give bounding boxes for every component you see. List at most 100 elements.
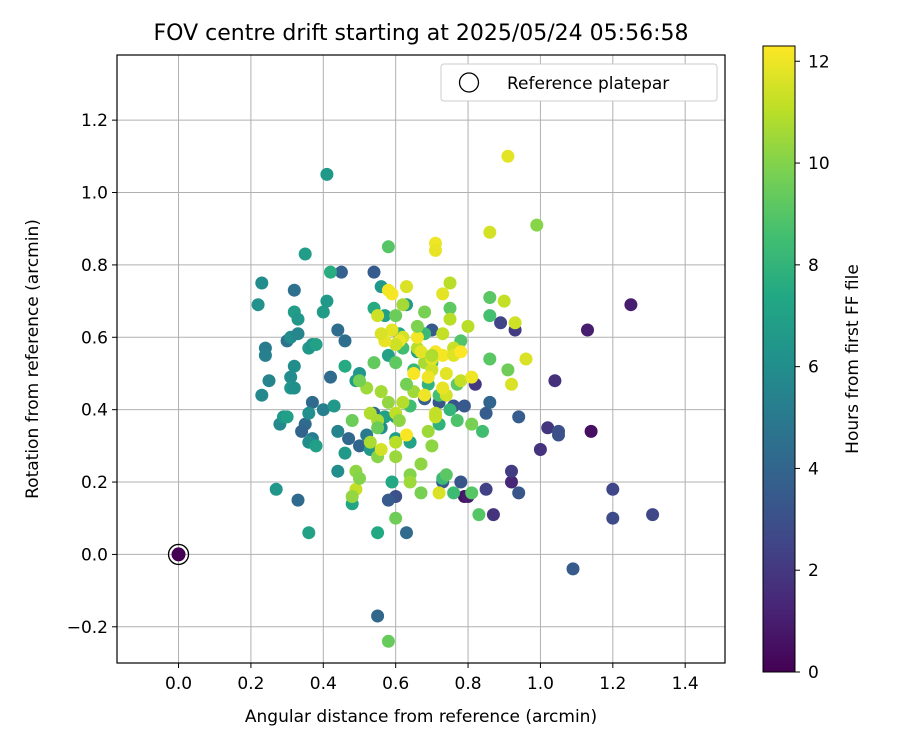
data-point	[566, 562, 580, 576]
data-point	[457, 399, 471, 413]
data-point	[508, 316, 522, 330]
data-point	[414, 486, 428, 500]
data-point	[505, 464, 518, 478]
data-point	[305, 395, 319, 409]
data-point	[251, 298, 265, 312]
data-points	[167, 149, 660, 648]
data-point	[389, 356, 403, 370]
x-tick-label: 1.4	[672, 674, 699, 694]
data-point	[309, 338, 323, 351]
colorbar-tick-label: 0	[808, 663, 819, 683]
data-point	[421, 424, 435, 438]
data-point	[331, 323, 345, 337]
data-point	[483, 309, 497, 323]
data-point	[367, 265, 381, 279]
data-point	[389, 450, 403, 464]
colorbar-tick-label: 2	[808, 561, 819, 581]
data-point	[381, 395, 395, 409]
data-point	[439, 367, 453, 380]
data-point	[454, 374, 468, 388]
data-point	[454, 345, 468, 359]
y-tick-label: 0.4	[81, 401, 108, 421]
data-point	[505, 475, 518, 489]
y-tick-label: −0.2	[67, 618, 108, 638]
data-point	[624, 298, 638, 312]
data-point	[287, 381, 301, 395]
data-point	[385, 475, 399, 489]
data-point	[439, 468, 453, 482]
data-point	[436, 381, 450, 395]
data-point	[436, 327, 450, 341]
data-point	[403, 475, 417, 489]
data-point	[465, 370, 479, 384]
data-point	[309, 439, 323, 453]
data-point	[418, 388, 432, 402]
data-point	[396, 395, 410, 409]
data-point	[501, 363, 515, 377]
data-point	[255, 388, 269, 402]
data-point	[483, 225, 497, 239]
data-point	[519, 352, 533, 366]
data-point	[320, 294, 334, 308]
data-point	[541, 421, 555, 435]
data-point	[465, 417, 479, 431]
colorbar-tick-label: 10	[808, 154, 830, 174]
reference-point	[171, 547, 186, 562]
colorbar-tick-label: 6	[808, 358, 819, 378]
legend[interactable]: Reference platepar	[440, 63, 718, 102]
data-point	[258, 348, 272, 362]
data-point	[371, 609, 385, 623]
data-point	[512, 486, 526, 500]
x-tick-label: 0.8	[455, 674, 482, 694]
y-axis-ticks: −0.2 0.0 0.2 0.4 0.6 0.8 1.0 1.2	[67, 111, 117, 638]
data-point	[345, 414, 359, 427]
data-point	[345, 490, 359, 503]
y-tick-label: 1.0	[81, 184, 108, 204]
y-tick-label: 0.2	[81, 473, 108, 493]
data-point	[381, 493, 395, 507]
data-point	[512, 410, 526, 424]
data-point	[486, 508, 500, 522]
data-point	[363, 435, 377, 449]
data-point	[606, 511, 620, 525]
data-point	[324, 370, 337, 384]
data-point	[429, 406, 442, 420]
reference-ring	[167, 543, 190, 566]
data-point	[381, 634, 395, 648]
x-tick-label: 0.0	[165, 674, 192, 694]
data-point	[443, 276, 457, 290]
data-point	[429, 243, 442, 257]
data-point	[465, 486, 479, 500]
colorbar-label: Hours from first FF file	[843, 264, 863, 454]
data-point	[374, 327, 388, 341]
legend-box	[440, 63, 718, 102]
data-point	[389, 338, 403, 351]
colorbar-gradient	[762, 45, 796, 673]
x-axis-ticks: 0.0 0.2 0.4 0.6 0.8 1.0 1.2 1.4	[165, 663, 699, 694]
y-tick-label: 0.0	[81, 545, 108, 565]
data-point	[450, 414, 464, 427]
data-point	[533, 443, 547, 456]
data-point	[295, 424, 309, 438]
data-point	[476, 424, 489, 438]
data-point	[505, 377, 518, 391]
data-point	[284, 370, 298, 384]
data-point	[302, 406, 316, 420]
data-point	[581, 323, 594, 337]
data-point	[501, 149, 515, 163]
data-point	[479, 482, 493, 496]
data-point	[494, 316, 508, 330]
data-point	[389, 309, 403, 323]
colorbar-tick-label: 8	[808, 256, 819, 276]
data-point	[414, 345, 428, 359]
y-axis-label: Rotation from reference (arcmin)	[23, 219, 43, 499]
data-point	[479, 406, 493, 420]
x-tick-label: 0.4	[310, 674, 337, 694]
data-point	[400, 428, 413, 442]
data-point	[331, 464, 345, 478]
data-point	[371, 526, 385, 540]
x-tick-label: 1.0	[527, 674, 554, 694]
data-point	[255, 276, 269, 290]
x-tick-label: 1.2	[599, 674, 626, 694]
data-point	[425, 348, 439, 362]
